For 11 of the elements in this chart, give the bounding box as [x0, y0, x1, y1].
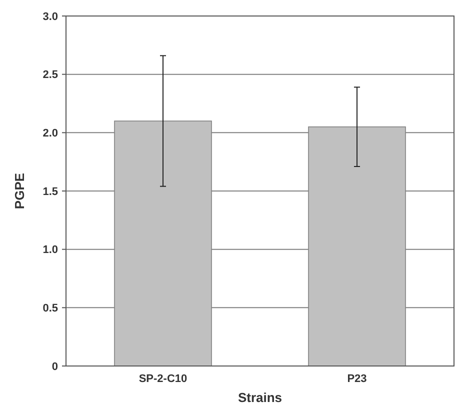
y-tick-label: 0.5 — [42, 302, 58, 315]
y-tick-label: 2.5 — [42, 69, 58, 82]
y-tick-label: 3.0 — [42, 10, 58, 23]
y-tick-label: 0 — [52, 360, 58, 373]
y-axis-title: PGPE — [12, 172, 27, 210]
x-tick-label: P23 — [347, 373, 367, 385]
y-tick-label: 1.0 — [42, 244, 58, 256]
y-tick-label: 1.5 — [42, 186, 58, 198]
x-tick-label: SP-2-C10 — [138, 373, 188, 385]
x-axis-title: Strains — [238, 390, 282, 405]
y-tick-label: 2.0 — [42, 128, 58, 140]
